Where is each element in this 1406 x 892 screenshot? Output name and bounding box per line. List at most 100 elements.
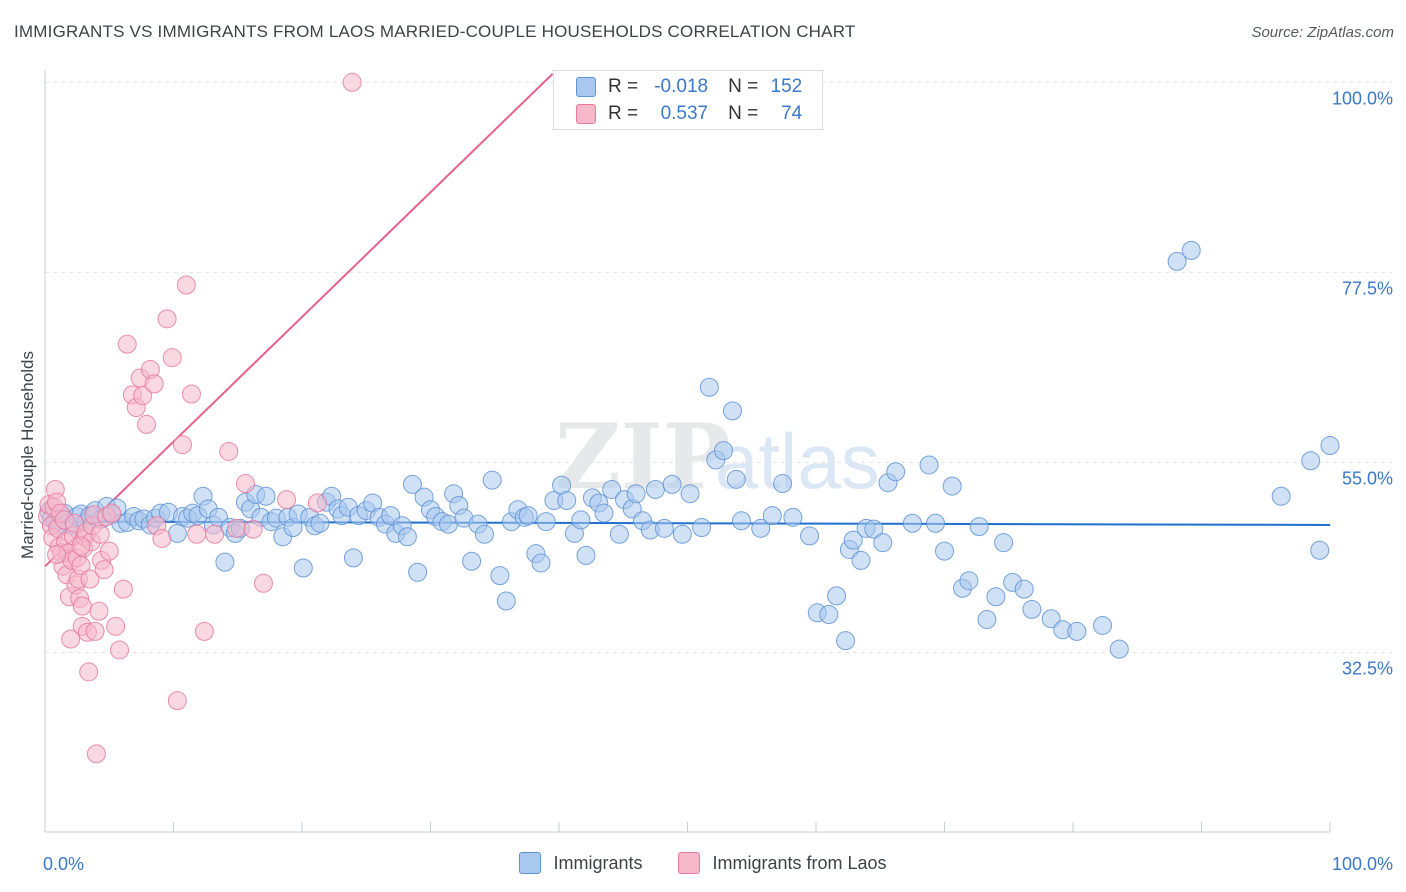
laos-point bbox=[72, 596, 92, 616]
immigrants-point bbox=[935, 541, 954, 561]
y-tick-label: 77.5% bbox=[1342, 278, 1393, 298]
immigrants-point bbox=[726, 469, 746, 489]
immigrants-swatch bbox=[576, 77, 596, 97]
gridlines bbox=[45, 81, 1392, 653]
laos-point bbox=[47, 545, 67, 565]
correlation-legend: R = -0.018 N = 152 R = 0.537 N = 74 bbox=[553, 70, 823, 130]
immigrants-point bbox=[1320, 436, 1340, 456]
immigrants-point bbox=[490, 566, 510, 586]
immigrants-point bbox=[1181, 240, 1201, 260]
laos-point bbox=[162, 348, 182, 368]
axes bbox=[44, 70, 1331, 833]
immigrants-point bbox=[397, 527, 417, 547]
immigrants-point bbox=[576, 545, 596, 565]
immigrants-point bbox=[692, 517, 712, 537]
immigrants-point bbox=[602, 479, 622, 499]
immigrants-point bbox=[886, 462, 906, 482]
legend-label: Immigrants from Laos bbox=[712, 852, 887, 873]
laos-point bbox=[110, 640, 130, 660]
laos-point bbox=[235, 474, 255, 494]
immigrants-point bbox=[751, 518, 771, 538]
laos-point bbox=[99, 541, 119, 561]
laos-point bbox=[137, 414, 157, 434]
immigrants-point bbox=[1301, 451, 1321, 471]
immigrants-point bbox=[773, 474, 793, 494]
laos-point bbox=[176, 275, 196, 295]
immigrants-point bbox=[919, 455, 939, 475]
immigrants-point bbox=[594, 503, 614, 523]
legend-row-immigrants: R = -0.018 N = 152 bbox=[576, 76, 802, 98]
laos-point bbox=[102, 503, 122, 523]
laos-point bbox=[167, 691, 187, 711]
laos-point bbox=[152, 528, 172, 548]
immigrants-point bbox=[1067, 621, 1087, 641]
laos-point bbox=[86, 744, 106, 764]
immigrants-point bbox=[819, 604, 839, 624]
immigrants-point bbox=[571, 510, 591, 530]
immigrants-point bbox=[1093, 615, 1113, 635]
immigrants-point bbox=[536, 512, 556, 532]
chart-title: IMMIGRANTS VS IMMIGRANTS FROM LAOS MARRI… bbox=[14, 22, 856, 41]
immigrants-point bbox=[926, 513, 946, 533]
immigrants-point bbox=[1014, 579, 1034, 599]
laos-point bbox=[172, 435, 192, 455]
immigrants-point bbox=[609, 524, 629, 544]
laos-point bbox=[106, 616, 126, 636]
laos-trend-line bbox=[44, 73, 554, 568]
laos-point bbox=[226, 518, 246, 538]
immigrants-point bbox=[783, 507, 803, 527]
tick-labels: 100.0% 77.5% 55.0% 32.5% 0.0% 100.0% bbox=[43, 88, 1393, 874]
n-value: 152 bbox=[770, 76, 803, 97]
laos-point bbox=[80, 569, 100, 589]
n-label: N = bbox=[728, 76, 759, 97]
immigrants-point bbox=[403, 474, 423, 494]
immigrants-point bbox=[1109, 639, 1129, 659]
immigrants-point bbox=[994, 533, 1014, 553]
r-label: R = bbox=[608, 76, 639, 97]
series-legend: Immigrants Immigrants from Laos bbox=[0, 852, 1406, 874]
laos-point bbox=[243, 519, 263, 539]
immigrants-point bbox=[731, 511, 751, 531]
immigrants-point bbox=[713, 441, 733, 461]
immigrants-point bbox=[959, 571, 979, 591]
source-label: Source: ZipAtlas.com bbox=[1251, 24, 1394, 41]
immigrants-point bbox=[1310, 540, 1330, 560]
immigrants-point bbox=[474, 524, 494, 544]
immigrants-point bbox=[800, 526, 820, 546]
laos-point bbox=[342, 72, 362, 92]
y-tick-label: 32.5% bbox=[1342, 659, 1393, 679]
immigrants-point bbox=[836, 631, 856, 651]
y-axis-title: Married-couple Households bbox=[18, 351, 37, 559]
laos-point bbox=[277, 490, 297, 510]
immigrants-point bbox=[680, 484, 700, 504]
legend-item-laos[interactable]: Immigrants from Laos bbox=[678, 852, 887, 874]
immigrants-point bbox=[518, 506, 538, 526]
x-tick-label: 0.0% bbox=[43, 854, 84, 874]
laos-point bbox=[144, 374, 164, 394]
legend-label: Immigrants bbox=[553, 852, 643, 873]
n-value: 74 bbox=[781, 103, 803, 124]
immigrants-point bbox=[256, 486, 276, 506]
immigrants-point bbox=[482, 470, 502, 490]
r-label: R = bbox=[608, 103, 639, 124]
immigrants-point bbox=[762, 506, 782, 526]
immigrants-point bbox=[902, 513, 922, 533]
immigrants-swatch bbox=[519, 852, 542, 874]
immigrants-point bbox=[662, 474, 682, 494]
immigrants-point bbox=[873, 533, 893, 553]
x-tick-label: 100.0% bbox=[1332, 854, 1393, 874]
immigrants-point bbox=[827, 586, 847, 606]
immigrants-point bbox=[864, 519, 884, 539]
immigrants-point bbox=[557, 490, 577, 510]
laos-point bbox=[90, 524, 110, 544]
immigrants-point bbox=[699, 377, 719, 397]
laos-point bbox=[133, 386, 153, 406]
immigrants-point bbox=[977, 610, 997, 630]
laos-point bbox=[61, 629, 81, 649]
n-label: N = bbox=[728, 103, 759, 124]
legend-item-immigrants[interactable]: Immigrants bbox=[519, 852, 642, 874]
watermark-atlas: atlas bbox=[715, 417, 880, 505]
laos-point bbox=[117, 334, 137, 354]
